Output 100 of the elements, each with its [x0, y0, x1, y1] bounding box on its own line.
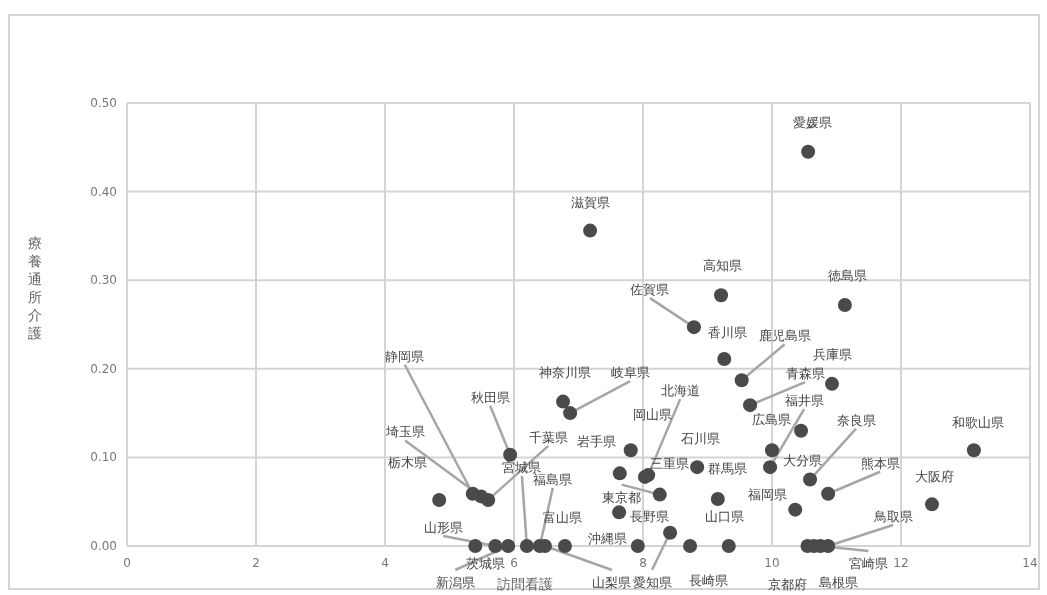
point — [612, 466, 627, 481]
point — [734, 373, 749, 388]
point — [488, 539, 503, 553]
point — [717, 352, 732, 367]
point — [837, 298, 852, 313]
point — [556, 394, 571, 409]
annotation: 山形県 — [423, 520, 463, 535]
annotation: 沖縄県 — [588, 531, 628, 546]
y-axis-title: 療養通所介護 — [28, 235, 42, 341]
point — [641, 468, 656, 483]
point — [630, 539, 645, 553]
annotation: 岐阜県 — [610, 365, 650, 381]
annotation: 東京都 — [602, 489, 642, 505]
point — [788, 502, 803, 517]
point — [663, 525, 678, 540]
annotation: 三重県 — [650, 455, 690, 471]
annotation: 福井県 — [784, 393, 824, 409]
annotation: 山口県 — [705, 509, 745, 524]
annotation: 富山県 — [543, 510, 583, 525]
point — [686, 320, 701, 335]
point — [563, 406, 578, 421]
x-tick-label: 6 — [510, 556, 518, 570]
point — [468, 539, 483, 553]
annotation: 宮崎県 — [848, 556, 888, 571]
annotation: 宮城県 — [502, 460, 542, 475]
point — [557, 539, 572, 553]
annotation: 秋田県 — [470, 389, 510, 405]
y-tick-label: 0.50 — [90, 96, 117, 110]
annotation: 愛知県 — [632, 574, 672, 590]
annotation: 高知県 — [702, 258, 742, 274]
annotation: 和歌山県 — [951, 415, 1004, 431]
point — [763, 460, 778, 475]
x-tick-label: 0 — [123, 556, 131, 570]
point — [794, 423, 809, 438]
annotation: 島根県 — [819, 575, 859, 590]
annotation: 新潟県 — [435, 575, 475, 590]
annotation: 鹿児島県 — [758, 328, 811, 344]
x-axis-title: 訪問看護 — [497, 576, 553, 592]
annotation: 栃木県 — [387, 454, 427, 470]
annotation: 千葉県 — [528, 429, 568, 445]
y-tick-label: 0.30 — [90, 273, 117, 288]
annotation: 熊本県 — [860, 455, 900, 471]
annotation: 長崎県 — [688, 573, 728, 588]
annotation: 福島県 — [533, 472, 573, 487]
x-tick-label: 2 — [252, 556, 260, 570]
annotation: 鳥取県 — [872, 509, 913, 524]
point — [743, 398, 758, 413]
point — [803, 472, 818, 487]
y-tick-label: 0.20 — [90, 361, 117, 376]
x-tick-label: 8 — [639, 556, 647, 570]
annotation: 兵庫県 — [813, 346, 853, 362]
annotation: 香川県 — [707, 325, 747, 341]
annotation: 群馬県 — [708, 461, 748, 477]
point — [721, 539, 736, 553]
point — [924, 497, 939, 512]
point — [623, 443, 638, 458]
annotation: 岡山県 — [633, 407, 673, 423]
point — [501, 539, 516, 553]
x-tick-label: 12 — [893, 556, 909, 570]
annotation: 北海道 — [660, 383, 700, 399]
annotation: 長野県 — [629, 509, 669, 525]
point — [612, 505, 627, 520]
annotation: 愛媛県 — [792, 114, 832, 130]
point — [683, 539, 698, 553]
annotation: 福岡県 — [747, 486, 787, 502]
annotation: 茨城県 — [465, 556, 505, 571]
point — [519, 539, 534, 553]
annotation: 佐賀県 — [630, 282, 670, 298]
annotation: 京都府 — [767, 577, 807, 592]
point — [801, 144, 816, 159]
annotation: 山梨県 — [592, 575, 632, 590]
point — [690, 460, 705, 475]
annotation: 静岡県 — [385, 348, 425, 364]
annotation: 広島県 — [751, 411, 791, 427]
point — [503, 447, 518, 462]
x-tick-label: 4 — [381, 556, 389, 570]
point — [710, 492, 725, 507]
point — [821, 486, 836, 501]
annotation: 奈良県 — [836, 412, 876, 428]
annotation: 石川県 — [680, 431, 720, 447]
point — [652, 487, 667, 502]
point — [765, 443, 779, 458]
annotation: 大阪府 — [915, 469, 955, 485]
y-tick-label: 0.40 — [90, 184, 117, 199]
annotation: 神奈川県 — [539, 364, 592, 380]
point — [583, 223, 598, 238]
annotation: 埼玉県 — [384, 424, 425, 440]
point — [966, 443, 981, 458]
x-tick-label: 10 — [764, 556, 780, 570]
annotation: 滋賀県 — [570, 194, 610, 210]
annotation: 大分県 — [782, 453, 822, 469]
point — [465, 486, 480, 501]
x-tick-label: 14 — [1022, 556, 1038, 570]
annotation: 岩手県 — [577, 434, 617, 450]
y-tick-label: 0.00 — [90, 539, 117, 553]
annotation: 青森県 — [785, 366, 825, 382]
annotation: 徳島県 — [828, 268, 868, 284]
point — [824, 376, 839, 391]
y-tick-label: 0.10 — [90, 450, 117, 465]
point — [714, 288, 729, 303]
